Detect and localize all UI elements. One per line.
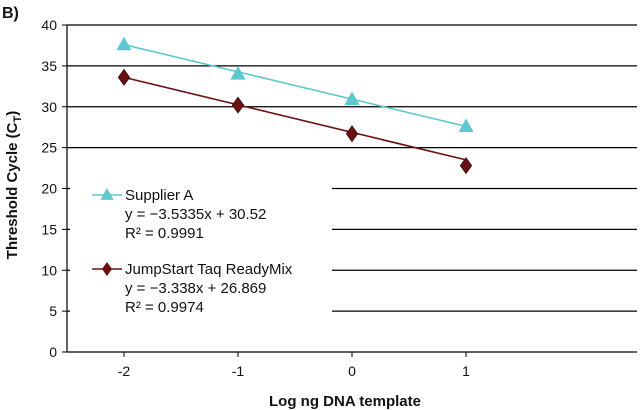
y-tick-label-25: 25 [41, 140, 57, 156]
y-tick-label-10: 10 [41, 262, 57, 278]
y-tick-label-15: 15 [41, 221, 57, 237]
legend-marker-diamond [101, 262, 113, 276]
panel-label: B) [2, 5, 19, 22]
equation-supplier-a: y = −3.5335x + 30.52 [125, 206, 266, 223]
y-tick-labels: 0 5 10 15 20 25 30 35 40 [41, 17, 57, 360]
r-squared-supplier-a: R² = 0.9991 [125, 225, 204, 242]
data-point-supplier-a-1 [230, 66, 246, 80]
legend-entry-jumpstart: JumpStart Taq ReadyMix y = −3.338x + 26.… [92, 261, 293, 316]
x-axis-title: Log ng DNA template [269, 393, 421, 410]
y-tick-label-0: 0 [49, 344, 57, 360]
data-point-supplier-a-0 [116, 36, 132, 51]
axes [62, 24, 637, 357]
fit-line-supplier-a [123, 43, 467, 128]
y-tick-label-35: 35 [41, 58, 57, 74]
equation-jumpstart: y = −3.338x + 26.869 [125, 280, 266, 297]
x-tick-labels: -2 -1 0 1 [118, 363, 470, 379]
data-point-jumpstart-2 [345, 125, 359, 143]
y-tick-label-30: 30 [41, 99, 57, 115]
legend-label-jumpstart: JumpStart Taq ReadyMix [125, 261, 293, 278]
r-squared-jumpstart: R² = 0.9974 [125, 299, 204, 316]
x-tick-label--2: -2 [118, 363, 131, 379]
y-tick-label-40: 40 [41, 17, 57, 33]
y-axis-title: Threshold Cycle (CT) [4, 111, 24, 259]
data-point-jumpstart-0 [117, 68, 131, 86]
data-point-jumpstart-1 [231, 96, 245, 114]
legend: Supplier A y = −3.5335x + 30.52 R² = 0.9… [92, 187, 293, 316]
x-tick-label-1: 1 [462, 363, 470, 379]
y-tick-label-5: 5 [49, 303, 57, 319]
legend-entry-supplier-a: Supplier A y = −3.5335x + 30.52 R² = 0.9… [92, 187, 266, 242]
legend-background [70, 183, 332, 319]
fit-lines [123, 43, 467, 161]
data-point-supplier-a-2 [344, 91, 360, 105]
fit-line-jumpstart [123, 76, 467, 161]
x-tick-label--1: -1 [232, 363, 245, 379]
legend-marker-triangle [100, 188, 114, 200]
x-tick-label-0: 0 [348, 363, 356, 379]
data-point-supplier-a-3 [458, 118, 474, 132]
data-point-jumpstart-3 [459, 157, 473, 175]
data-markers [116, 36, 474, 175]
legend-label-supplier-a: Supplier A [125, 187, 193, 204]
y-tick-label-20: 20 [41, 181, 57, 197]
